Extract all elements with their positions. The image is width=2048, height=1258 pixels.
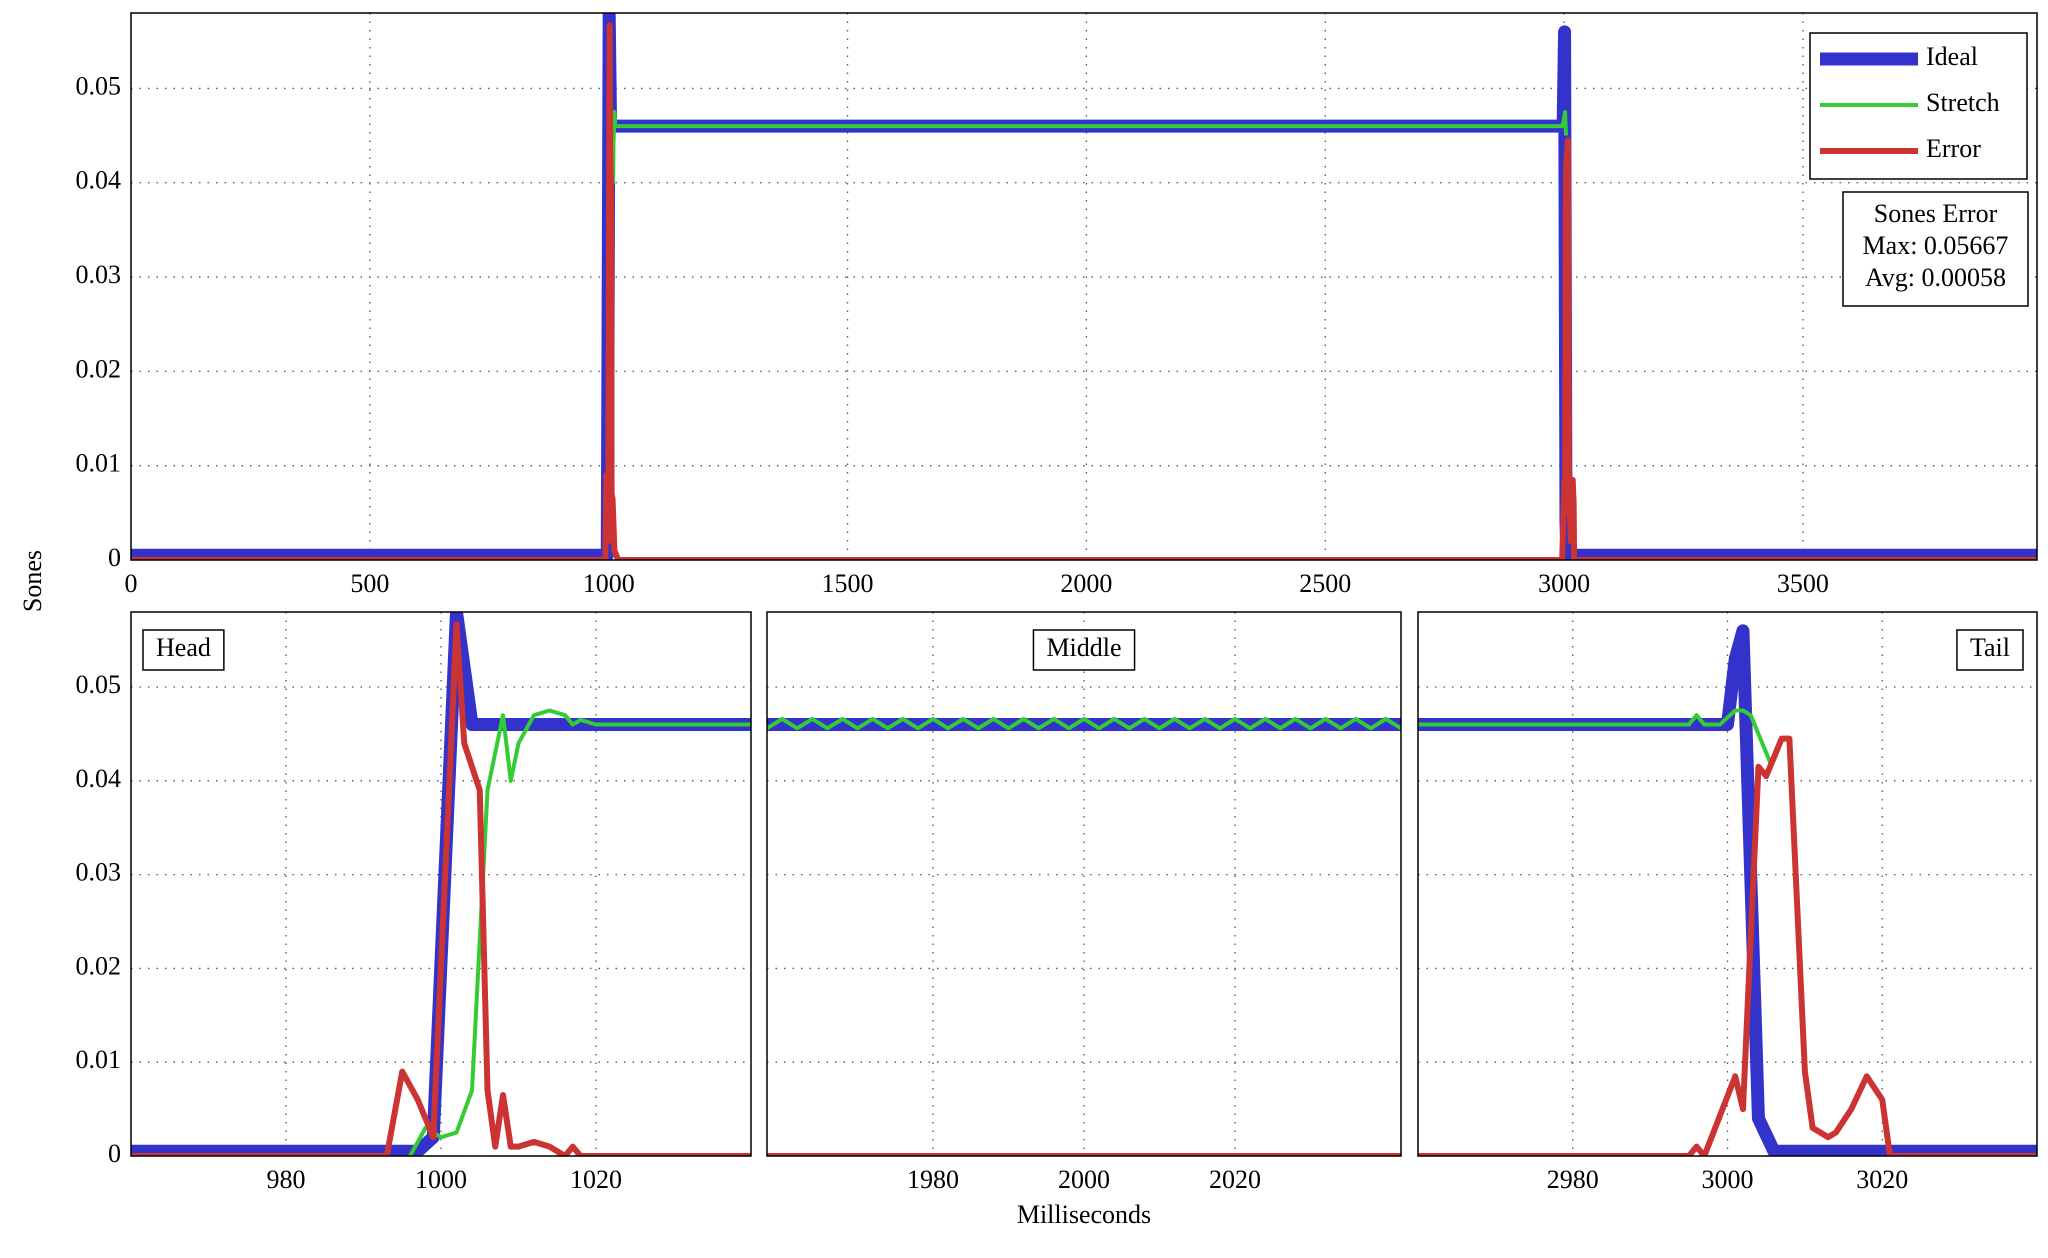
legend-label: Ideal [1926, 42, 1978, 71]
y-tick-label: 0.02 [76, 354, 122, 383]
annotation-box [1842, 191, 2029, 307]
y-tick-label: 0.04 [76, 166, 122, 195]
y-tick-label: 0 [108, 543, 121, 572]
annotation-text: Max: 0.05667 [1863, 231, 2009, 260]
y-tick-label: 0.03 [76, 260, 122, 289]
series-line [408, 708, 751, 1156]
x-tick-label: 980 [267, 1165, 306, 1194]
x-tick-label: 2500 [1299, 569, 1351, 598]
panel-label: Head [156, 633, 211, 662]
legend-label: Stretch [1926, 88, 2000, 117]
plot-area [131, 13, 2037, 560]
y-tick-label: 0.01 [76, 449, 122, 478]
y-tick-label: 0.04 [76, 764, 122, 793]
series-line [131, 22, 2037, 560]
legend-label: Error [1926, 134, 1981, 163]
panel-label-box [142, 629, 225, 671]
x-tick-label: 2000 [1060, 569, 1112, 598]
series-line [131, 612, 751, 1156]
plot-frame [130, 12, 2038, 561]
annotation-text: Sones Error [1874, 199, 1998, 228]
plot-frame [766, 611, 1402, 1157]
x-tick-label: 3020 [1856, 1165, 1908, 1194]
x-tick-label: 2020 [1209, 1165, 1261, 1194]
panel-label-box [1032, 629, 1136, 671]
series-line [1418, 624, 2037, 1156]
series-line [1418, 735, 2037, 1156]
x-tick-label: 1980 [907, 1165, 959, 1194]
x-tick-label: 3000 [1538, 569, 1590, 598]
plot-area [131, 612, 751, 1156]
series-line [131, 13, 2037, 560]
x-axis-label: Milliseconds [1017, 1200, 1151, 1229]
y-tick-label: 0.03 [76, 858, 122, 887]
plot-frame [1417, 611, 2038, 1157]
series-line [1418, 708, 1772, 763]
y-tick-label: 0 [108, 1139, 121, 1168]
x-tick-label: 2000 [1058, 1165, 1110, 1194]
panel-label: Tail [1970, 633, 2010, 662]
x-tick-label: 3000 [1702, 1165, 1754, 1194]
x-tick-label: 1020 [570, 1165, 622, 1194]
series-line [767, 716, 1401, 731]
x-tick-label: 3500 [1777, 569, 1829, 598]
plot-frame [130, 611, 752, 1157]
y-tick-label: 0.05 [76, 670, 122, 699]
y-axis-label: Sones [18, 550, 47, 612]
plot-area [1418, 624, 2037, 1156]
x-tick-label: 1000 [415, 1165, 467, 1194]
plot-area [767, 716, 1401, 1156]
x-tick-label: 500 [350, 569, 389, 598]
x-tick-label: 1500 [822, 569, 874, 598]
y-tick-label: 0.05 [76, 71, 122, 100]
y-tick-label: 0.02 [76, 951, 122, 980]
annotation-text: Avg: 0.00058 [1865, 263, 2006, 292]
panel-label: Middle [1046, 633, 1121, 662]
panel-label-box [1956, 629, 2024, 671]
x-tick-label: 1000 [583, 569, 635, 598]
series-line [131, 621, 751, 1156]
y-tick-label: 0.01 [76, 1045, 122, 1074]
x-tick-label: 0 [125, 569, 138, 598]
x-tick-label: 2980 [1547, 1165, 1599, 1194]
